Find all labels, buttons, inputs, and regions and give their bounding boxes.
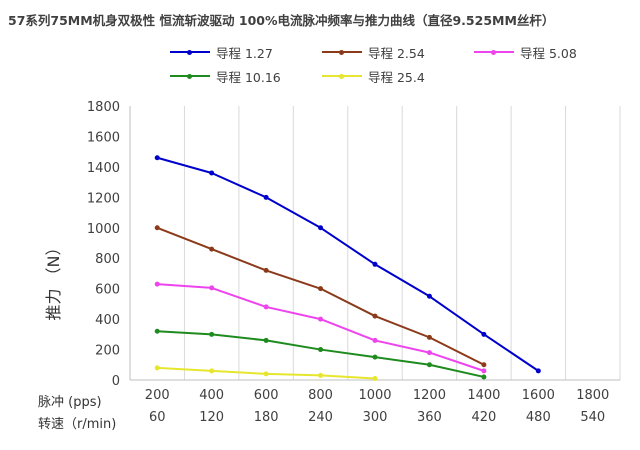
- x-tick-label-speed: 360: [417, 410, 442, 425]
- y-tick-label: 200: [95, 344, 120, 359]
- x-axis-label-pulse: 脉冲 (pps): [38, 395, 102, 410]
- x-tick-label-pulse: 800: [308, 388, 333, 403]
- series-point-1: [263, 194, 269, 200]
- x-tick-label-speed: 300: [363, 410, 388, 425]
- legend-label: 导程 1.27: [216, 45, 273, 61]
- series-line-1: [156, 156, 539, 372]
- series-point-1: [481, 331, 487, 337]
- series-point-3: [372, 337, 378, 343]
- series-point-5: [372, 375, 378, 381]
- x-tick-label-pulse: 200: [145, 388, 170, 403]
- series-point-1: [372, 261, 378, 267]
- legend-swatch: [170, 73, 210, 79]
- legend-swatch: [170, 49, 210, 55]
- legend-swatch: [322, 49, 362, 55]
- y-tick-label: 400: [95, 313, 120, 328]
- series-point-4: [481, 374, 487, 380]
- x-tick-label-pulse: 1800: [576, 388, 609, 403]
- y-tick-label: 1200: [87, 191, 120, 206]
- legend-item: 导程 25.4: [322, 68, 425, 85]
- y-tick-label: 1400: [87, 161, 120, 176]
- series-point-3: [481, 368, 487, 374]
- legend-item: 导程 10.16: [170, 68, 281, 85]
- y-tick-label: 600: [95, 283, 120, 298]
- x-tick-label-speed: 480: [526, 410, 551, 425]
- series-point-2: [263, 267, 269, 273]
- series-point-2: [426, 334, 432, 340]
- series-point-3: [263, 304, 269, 310]
- series-point-3: [154, 281, 160, 287]
- series-point-4: [154, 328, 160, 334]
- series-point-1: [426, 293, 432, 299]
- series-point-5: [154, 365, 160, 371]
- series-point-2: [372, 313, 378, 319]
- series-point-1: [209, 170, 215, 176]
- series-line-3: [157, 283, 485, 372]
- series-point-4: [318, 347, 324, 353]
- series-point-2: [318, 286, 324, 292]
- y-tick-label: 1000: [87, 222, 120, 237]
- x-axis-label-speed: 转速（r/min): [38, 417, 117, 432]
- legend-item: 导程 5.08: [474, 44, 577, 61]
- series-point-5: [209, 368, 215, 374]
- series-point-4: [209, 331, 215, 337]
- legend-item: 导程 1.27: [170, 44, 273, 61]
- x-tick-label-pulse: 1400: [467, 388, 500, 403]
- series-point-5: [263, 371, 269, 377]
- series-point-4: [372, 354, 378, 360]
- x-tick-label-speed: 540: [580, 410, 605, 425]
- series-point-5: [318, 372, 324, 378]
- series-point-2: [481, 362, 487, 368]
- x-tick-label-speed: 420: [471, 410, 496, 425]
- y-tick-label: 0: [112, 374, 120, 389]
- x-tick-label-pulse: 1600: [522, 388, 555, 403]
- legend-item: 导程 2.54: [322, 44, 425, 61]
- series-point-4: [426, 362, 432, 368]
- series-point-1: [535, 368, 541, 374]
- legend-label: 导程 10.16: [216, 69, 281, 85]
- series-point-1: [318, 225, 324, 231]
- legend-swatch: [474, 49, 514, 55]
- chart-title: 57系列75MM机身双极性 恒流斩波驱动 100%电流脉冲频率与推力曲线（直径9…: [8, 13, 555, 28]
- series-point-3: [426, 350, 432, 356]
- x-tick-label-pulse: 1000: [358, 388, 391, 403]
- x-tick-label-speed: 120: [199, 410, 224, 425]
- x-tick-label-pulse: 400: [199, 388, 224, 403]
- y-tick-label: 1800: [87, 100, 120, 115]
- series-point-2: [209, 246, 215, 252]
- y-tick-label: 1600: [87, 130, 120, 145]
- legend-label: 导程 5.08: [520, 45, 577, 61]
- legend-label: 导程 2.54: [368, 45, 425, 61]
- x-tick-label-pulse: 600: [254, 388, 279, 403]
- legend-swatch: [322, 73, 362, 79]
- x-tick-label-pulse: 1200: [413, 388, 446, 403]
- legend-label: 导程 25.4: [368, 69, 425, 85]
- x-tick-label-speed: 60: [149, 410, 166, 425]
- series-point-3: [318, 316, 324, 322]
- series-point-3: [209, 285, 215, 291]
- x-tick-label-speed: 180: [254, 410, 279, 425]
- series-line-2: [156, 226, 485, 366]
- series-point-4: [263, 337, 269, 343]
- series-point-1: [154, 155, 160, 161]
- y-tick-label: 800: [95, 252, 120, 267]
- legend: 导程 1.27 导程 2.54 导程 5.08 导程 10.16 导程 25.4: [0, 0, 640, 100]
- series-point-2: [154, 225, 160, 231]
- x-tick-label-speed: 240: [308, 410, 333, 425]
